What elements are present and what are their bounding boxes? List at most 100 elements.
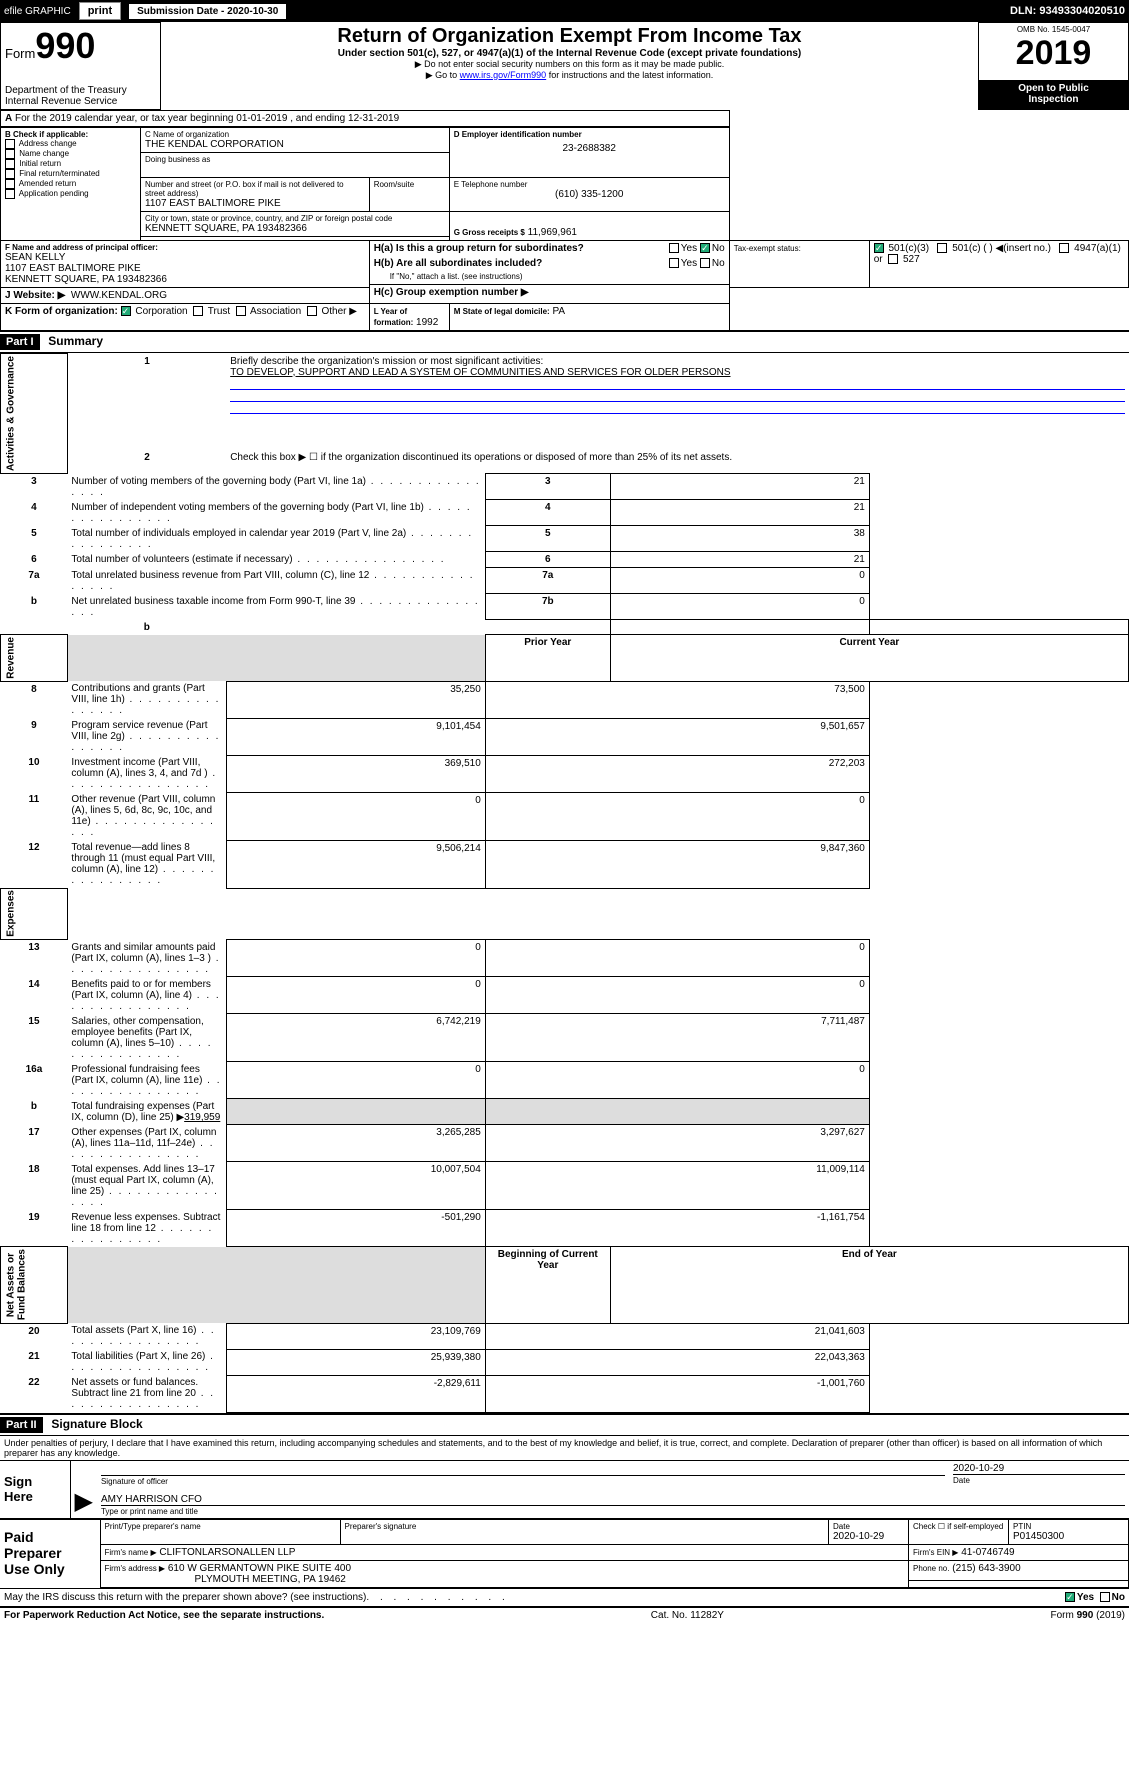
ha-label: H(a) Is this a group return for subordin… [374, 243, 584, 254]
mission-line2 [230, 378, 1124, 390]
boxb-checkbox[interactable] [5, 179, 15, 189]
city-value: KENNETT SQUARE, PA 193482366 [145, 223, 445, 234]
state-domicile: PA [553, 306, 566, 317]
501c3-label: 501(c)(3) [888, 243, 929, 254]
hc-label: H(c) Group exemption number ▶ [374, 287, 529, 298]
ptin-label: PTIN [1013, 1522, 1124, 1531]
boxb-item-label: Amended return [19, 179, 76, 188]
boxb-item-label: Address change [19, 139, 77, 148]
mission-line4 [230, 402, 1124, 414]
box-l-label: L Year of formation: [374, 307, 414, 327]
officer-name: SEAN KELLY [5, 252, 365, 263]
print-button[interactable]: print [79, 2, 121, 20]
dept-label: Department of the Treasury Internal Reve… [5, 85, 156, 107]
header-table: Form990 Department of the Treasury Inter… [0, 22, 1129, 110]
top-bar: efile GRAPHIC print Submission Date - 20… [0, 0, 1129, 22]
footer-form-no: 990 [1077, 1610, 1094, 1621]
mission-line3 [230, 390, 1124, 402]
other-label: Other ▶ [321, 306, 356, 317]
hb-yes-checkbox[interactable] [669, 258, 679, 268]
form-title: Return of Organization Exempt From Incom… [165, 25, 974, 48]
firm-ein: 41-0746749 [961, 1547, 1014, 1558]
trust-label: Trust [208, 306, 230, 317]
prep-date-label: Date [833, 1522, 904, 1531]
line1-label: Briefly describe the organization's miss… [230, 356, 543, 367]
boxb-checkbox[interactable] [5, 189, 15, 199]
entity-table: A For the 2019 calendar year, or tax yea… [0, 110, 1129, 332]
revenue-section-label: Revenue [1, 635, 68, 682]
omb-label: OMB No. 1545-0047 [983, 25, 1124, 34]
other-checkbox[interactable] [307, 306, 317, 316]
firm-ein-label: Firm's EIN ▶ [913, 1548, 958, 1557]
527-label: 527 [903, 254, 920, 265]
phone-value: (610) 335-1200 [454, 189, 725, 200]
discuss-no-checkbox[interactable] [1100, 1592, 1110, 1602]
501c-checkbox[interactable] [937, 243, 947, 253]
sig-officer-label: Signature of officer [101, 1475, 945, 1486]
form-subtitle: Under section 501(c), 527, or 4947(a)(1)… [165, 48, 974, 59]
firm-phone: (215) 643-3900 [952, 1563, 1020, 1574]
501c-label: 501(c) ( ) ◀(insert no.) [952, 243, 1051, 254]
4947-checkbox[interactable] [1059, 243, 1069, 253]
jurat-text: Under penalties of perjury, I declare th… [0, 1436, 1129, 1461]
527-checkbox[interactable] [888, 254, 898, 264]
irs-link[interactable]: www.irs.gov/Form990 [460, 70, 547, 80]
sig-date-label: Date [953, 1474, 1125, 1485]
city-label: City or town, state or province, country… [145, 214, 445, 223]
tax-year: 2019 [983, 34, 1124, 73]
assoc-label: Association [250, 306, 301, 317]
name-title-label: Type or print name and title [101, 1505, 1125, 1516]
summary-table: Activities & Governance 1 Briefly descri… [0, 353, 1129, 1413]
netassets-section-label: Net Assets or Fund Balances [1, 1247, 68, 1323]
firm-addr: 610 W GERMANTOWN PIKE SUITE 400 [168, 1563, 351, 1574]
501c3-checkbox[interactable] [874, 243, 884, 253]
discuss-yes-checkbox[interactable] [1065, 1592, 1075, 1602]
hb-note: If "No," attach a list. (see instruction… [390, 272, 523, 281]
discuss-label: May the IRS discuss this return with the… [4, 1592, 366, 1603]
org-name: THE KENDAL CORPORATION [145, 139, 445, 150]
boxb-checkbox[interactable] [5, 159, 15, 169]
selfemp-label: Check ☐ if self-employed [913, 1522, 1004, 1531]
no-label2: No [712, 258, 725, 269]
boxb-checkbox[interactable] [5, 149, 15, 159]
efile-label: efile GRAPHIC [4, 6, 71, 17]
form-note2: ▶ Go to www.irs.gov/Form990 for instruct… [165, 70, 974, 81]
trust-checkbox[interactable] [193, 306, 203, 316]
sig-date-value: 2020-10-29 [953, 1463, 1125, 1474]
box-m-label: M State of legal domicile: [454, 307, 550, 316]
line2-label: Check this box ▶ ☐ if the organization d… [226, 450, 1128, 474]
firm-name: CLIFTONLARSONALLEN LLP [159, 1547, 295, 1558]
beginning-year-header: Beginning of Current Year [485, 1247, 610, 1323]
boxb-item-label: Initial return [19, 159, 61, 168]
discuss-no: No [1112, 1592, 1125, 1603]
assoc-checkbox[interactable] [236, 306, 246, 316]
submission-date: Submission Date - 2020-10-30 [129, 4, 286, 19]
hb-label: H(b) Are all subordinates included? [374, 258, 543, 269]
yes-label2: Yes [681, 258, 697, 269]
prior-year-header: Prior Year [485, 635, 610, 682]
year-formation: 1992 [416, 317, 438, 328]
boxb-checkbox[interactable] [5, 169, 15, 179]
officer-name-title: AMY HARRISON CFO [101, 1490, 1125, 1505]
ha-no-checkbox[interactable] [700, 243, 710, 253]
corp-checkbox[interactable] [121, 306, 131, 316]
boxb-checkbox[interactable] [5, 139, 15, 149]
ptin-value: P01450300 [1013, 1531, 1124, 1542]
ha-yes-checkbox[interactable] [669, 243, 679, 253]
yes-label: Yes [681, 243, 697, 254]
box-d-label: D Employer identification number [454, 130, 725, 139]
form-number: Form990 [5, 25, 156, 67]
paid-preparer-label: Paid Preparer Use Only [0, 1519, 100, 1588]
tax-exempt-label: Tax-exempt status: [734, 244, 801, 253]
firm-city: PLYMOUTH MEETING, PA 19462 [105, 1574, 346, 1585]
sign-here-label: Sign Here [0, 1461, 70, 1518]
signature-table: Sign Here ▶ Signature of officer 2020-10… [0, 1461, 1129, 1518]
hb-no-checkbox[interactable] [700, 258, 710, 268]
boxb-item-label: Application pending [19, 189, 89, 198]
note2-pre: ▶ Go to [426, 70, 460, 80]
open-public-badge: Open to Public Inspection [979, 80, 1129, 109]
dln-label: DLN: 93493304020510 [1010, 5, 1125, 17]
box-j-label: J Website: ▶ [5, 290, 65, 301]
corp-label: Corporation [135, 306, 187, 317]
preparer-table: Paid Preparer Use Only Print/Type prepar… [0, 1518, 1129, 1588]
